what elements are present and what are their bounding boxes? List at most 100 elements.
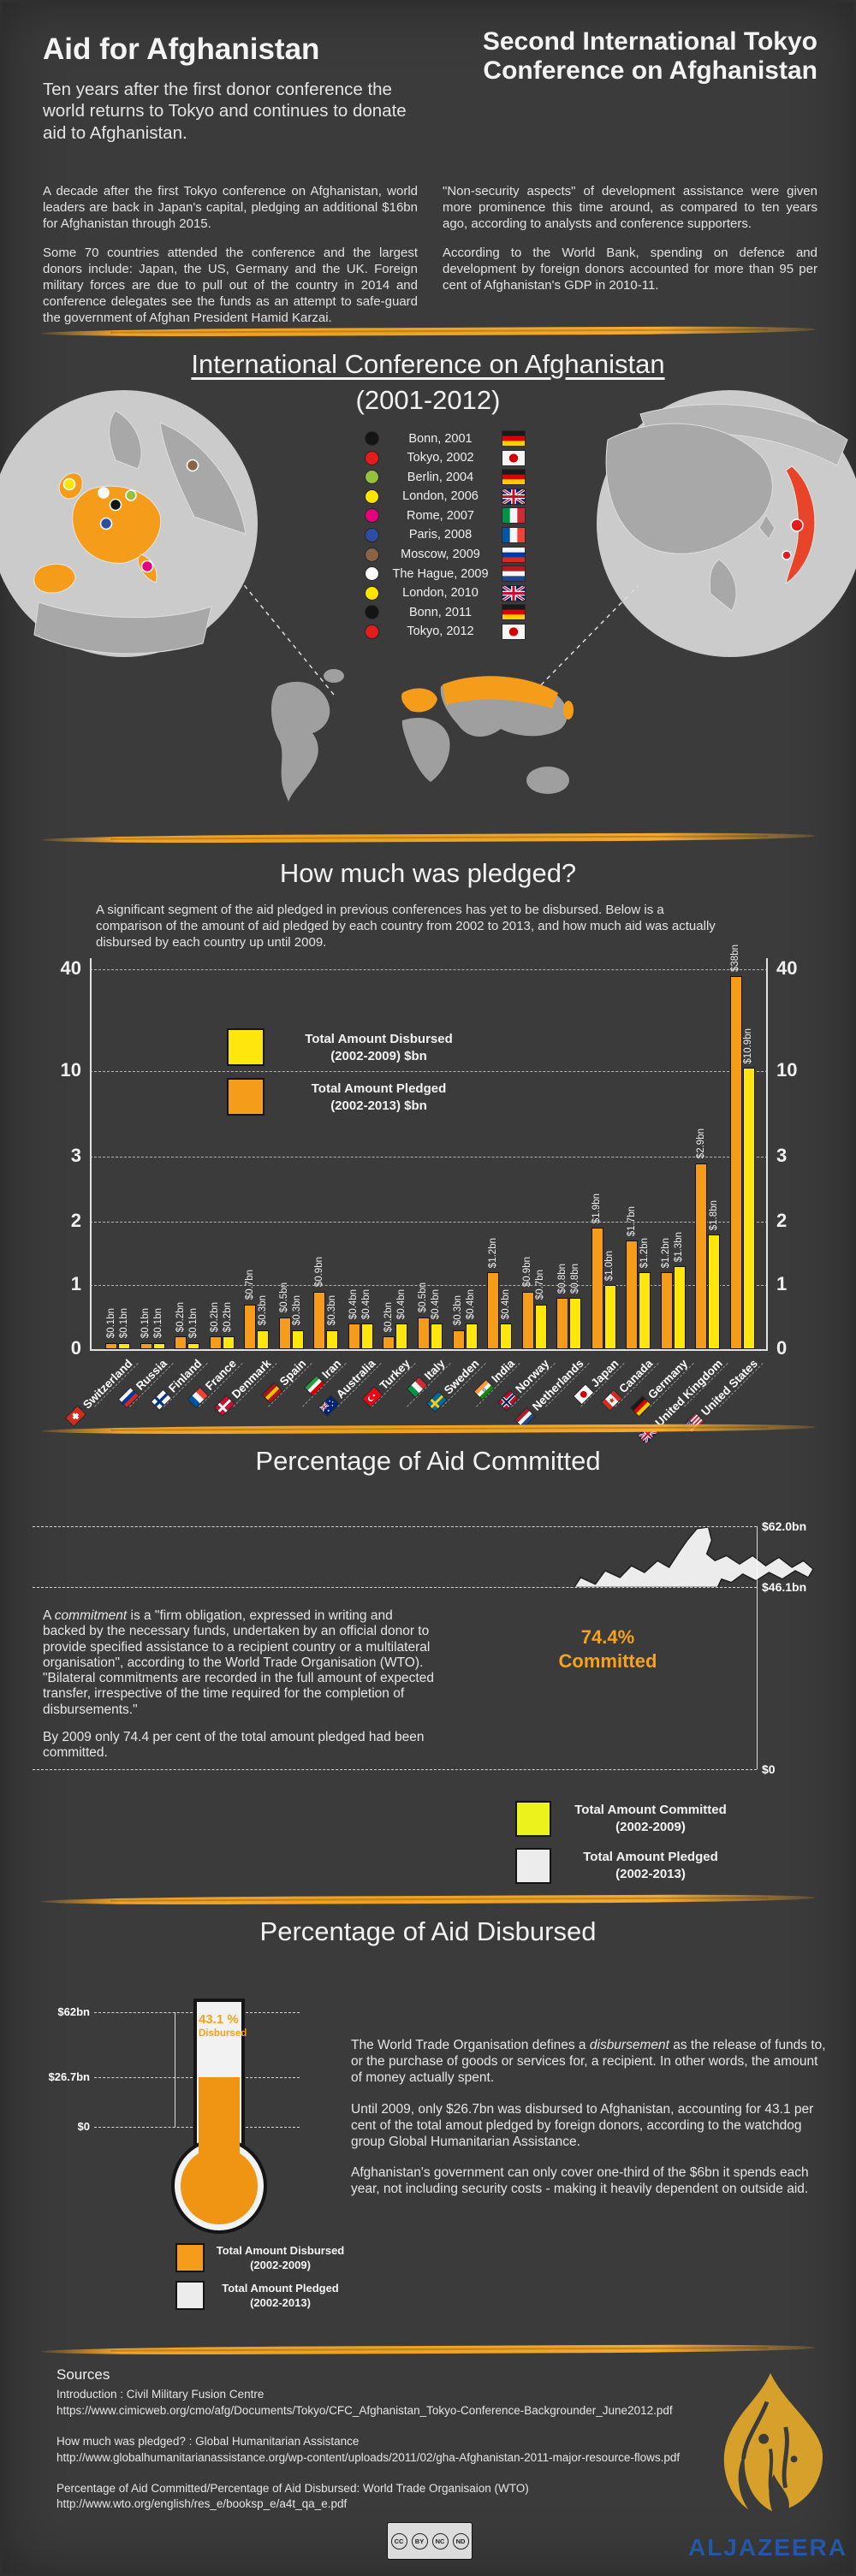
country-axis-label-in: India	[473, 1357, 517, 1401]
divider-brush	[40, 326, 816, 337]
y-tick-left-2: 2	[70, 1210, 81, 1231]
bar-pledged-ir	[313, 1291, 326, 1349]
flag-uk-icon	[502, 584, 526, 601]
pledged-bar-chart: Total Amount Disbursed (2002-2009) $bn T…	[0, 915, 856, 1446]
conference-label: Tokyo, 2002	[407, 451, 474, 465]
flag-fr-icon	[502, 526, 526, 543]
disbursed-zero-dash-right	[246, 2127, 300, 2128]
source-url-2[interactable]: http://www.globalhumanitarianassistance.…	[56, 2450, 681, 2464]
conference-dot	[366, 509, 378, 523]
flag-de-icon	[630, 1395, 652, 1418]
conference-legend-item: The Hague, 2009	[347, 566, 528, 583]
disbursed-mid-dash-left	[94, 2077, 193, 2078]
y-axis-left	[90, 958, 92, 1351]
committed-section-title: Percentage of Aid Committed	[255, 1446, 601, 1476]
y-tick-right-10: 10	[776, 1059, 798, 1081]
conference-dot	[366, 451, 378, 465]
country-axis-label-jp: Japan	[572, 1357, 621, 1406]
committed-p1-rest: is a "firm obligation, expressed in writ…	[43, 1608, 434, 1717]
afghanistan-map-chart	[471, 1526, 815, 1775]
committed-p1-italic: commitment	[54, 1608, 128, 1623]
value-label-pledged-no: $0.9bn	[522, 1257, 533, 1288]
page-title: Aid for Afghanistan	[43, 33, 320, 66]
legend-label-disbursed: Total Amount Disbursed (2002-2009) $bn	[305, 1032, 453, 1063]
disbursed-percentage: 43.1 %	[199, 2012, 239, 2027]
aljazeera-flame-logo	[723, 2372, 823, 2512]
bar-disbursed-ca	[639, 1272, 651, 1349]
value-label-pledged-ir: $0.9bn	[313, 1257, 324, 1288]
bar-disbursed-no	[534, 1304, 547, 1349]
value-label-disbursed-de: $1.3bn	[674, 1231, 685, 1262]
creative-commons-badge[interactable]: CC BY NC ND	[387, 2522, 473, 2560]
country-axis-label-es: Spain	[261, 1357, 308, 1405]
cc-by-icon: BY	[411, 2532, 428, 2549]
conference-dot	[366, 606, 378, 619]
gridline-40	[90, 969, 768, 970]
legend-label-committed: Total Amount Committed (2002-2009)	[574, 1803, 727, 1834]
conference-legend-item: Tokyo, 2002	[347, 449, 528, 466]
divider-brush	[40, 832, 816, 844]
flag-ch-icon	[64, 1405, 86, 1428]
disbursed-label-top: $62bn	[57, 2005, 90, 2018]
country-axis-label-se: Sweden	[426, 1357, 482, 1413]
conference-dot	[366, 432, 378, 445]
source-url-1[interactable]: https://www.cimicweb.org/cmo/afg/Documen…	[56, 2403, 673, 2417]
conference-label: Bonn, 2001	[408, 431, 473, 446]
bar-disbursed-us	[742, 1068, 755, 1349]
intro-col1-p2: Some 70 countries attended the conferenc…	[43, 246, 418, 325]
conference-title: Second International Tokyo Conference on…	[482, 27, 817, 86]
flag-it-icon	[502, 507, 526, 524]
host-flag	[502, 623, 526, 640]
bar-disbursed-dk	[257, 1329, 270, 1349]
conference-label: Rome, 2007	[407, 508, 474, 523]
country-axis-label-ir: Iran	[303, 1357, 343, 1397]
bar-pledged-tr	[383, 1336, 395, 1349]
flag-de-icon	[502, 469, 526, 486]
value-label-disbursed-ir: $0.3bn	[326, 1295, 337, 1326]
bar-pledged-dk	[244, 1304, 257, 1349]
value-label-pledged-dk: $0.7bn	[244, 1270, 255, 1300]
intro-col1-p1: A decade after the first Tokyo conferenc…	[43, 184, 418, 231]
value-label-pledged-ca: $1.7bn	[626, 1206, 637, 1237]
gridline-2	[90, 1222, 768, 1223]
value-label-pledged-au: $0.4bn	[348, 1288, 360, 1319]
flag-jp-icon	[502, 623, 526, 640]
conference-dot	[366, 586, 378, 600]
bar-disbursed-in	[500, 1324, 513, 1349]
conference-dot	[366, 548, 378, 561]
committed-paragraph-2: By 2009 only 74.4 per cent of the total …	[43, 1730, 425, 1761]
value-label-disbursed-ru: $0.1bn	[153, 1308, 164, 1339]
source-label-2: How much was pledged? : Global Humanitar…	[56, 2434, 360, 2448]
legend-swatch-pledged-white	[515, 1848, 551, 1884]
conference-legend-item: Tokyo, 2012	[347, 623, 528, 640]
europe-globe	[0, 390, 258, 657]
bar-pledged-no	[521, 1291, 534, 1349]
country-axis-label-ru: Russia	[118, 1357, 169, 1409]
flag-ru-icon	[502, 546, 526, 563]
bar-pledged-nl	[556, 1298, 569, 1349]
conference-legend-item: London, 2010	[347, 584, 528, 601]
value-label-disbursed-in: $0.4bn	[500, 1288, 511, 1319]
country-axis-label-ch: Switzerland	[64, 1357, 135, 1428]
flag-jp-icon	[502, 449, 526, 466]
host-flag	[502, 488, 526, 505]
host-flag	[502, 449, 526, 466]
host-flag	[502, 546, 526, 563]
bar-disbursed-ch	[118, 1342, 130, 1349]
bar-pledged-uk	[695, 1163, 708, 1349]
flag-nl-icon	[502, 566, 526, 583]
bar-disbursed-ir	[326, 1329, 339, 1349]
committed-paragraph: A commitment is a "firm obligation, expr…	[43, 1608, 437, 1718]
host-flag	[502, 604, 526, 621]
value-label-disbursed-au: $0.4bn	[361, 1288, 372, 1319]
value-label-disbursed-uk: $1.8bn	[708, 1199, 719, 1230]
committed-total-line	[33, 1587, 757, 1588]
value-label-disbursed-tr: $0.4bn	[395, 1288, 407, 1319]
country-axis-label-fi: Finland	[151, 1357, 205, 1412]
country-axis-label-ca: Canada	[601, 1357, 656, 1412]
value-label-pledged-fi: $0.2bn	[175, 1301, 186, 1332]
source-url-3[interactable]: http://www.wto.org/english/res_e/booksp_…	[56, 2497, 348, 2511]
conference-label: Paris, 2008	[408, 528, 473, 542]
intro-col2-p1: "Non-security aspects" of development as…	[443, 184, 817, 231]
asia-globe	[597, 390, 856, 657]
